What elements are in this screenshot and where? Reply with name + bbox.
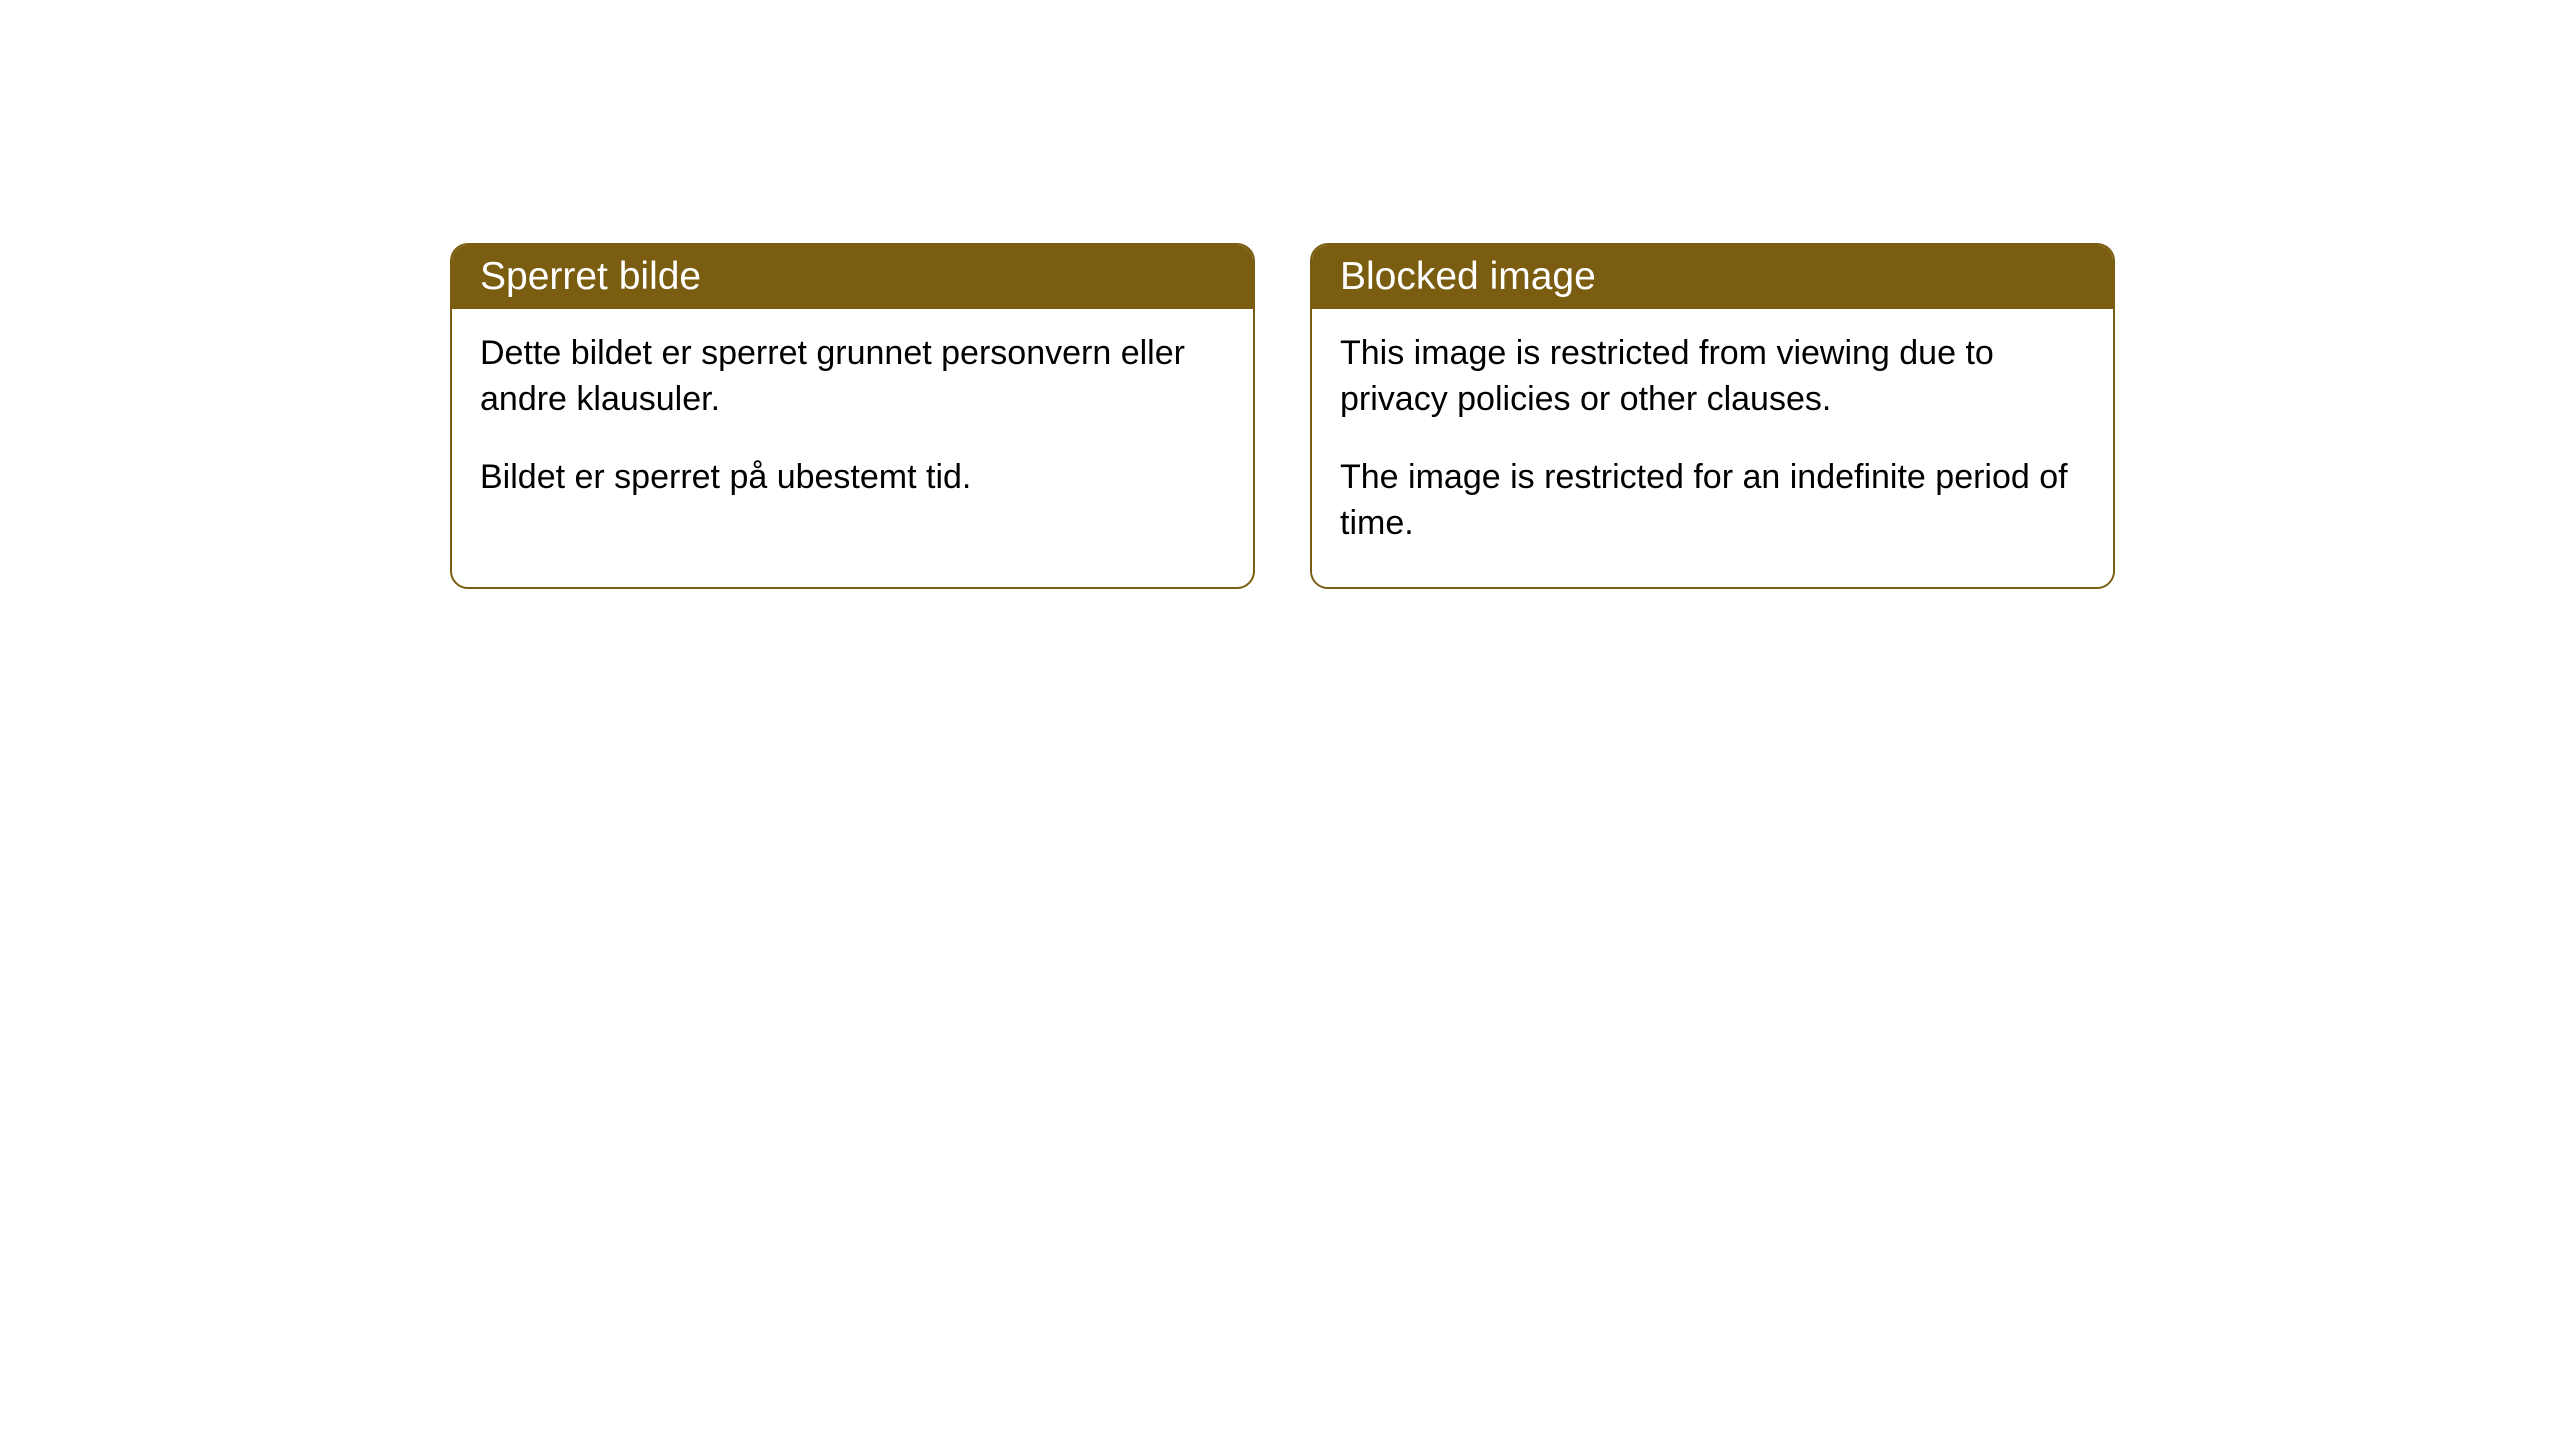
card-paragraph: Dette bildet er sperret grunnet personve… <box>480 331 1225 423</box>
card-paragraph: The image is restricted for an indefinit… <box>1340 455 2085 547</box>
card-body: Dette bildet er sperret grunnet personve… <box>452 309 1253 541</box>
card-title: Blocked image <box>1340 255 1596 298</box>
card-header: Sperret bilde <box>452 245 1253 309</box>
card-body: This image is restricted from viewing du… <box>1312 309 2113 587</box>
card-paragraph: Bildet er sperret på ubestemt tid. <box>480 455 1225 501</box>
card-header: Blocked image <box>1312 245 2113 309</box>
card-title: Sperret bilde <box>480 255 701 298</box>
notice-cards-container: Sperret bilde Dette bildet er sperret gr… <box>450 243 2115 589</box>
card-paragraph: This image is restricted from viewing du… <box>1340 331 2085 423</box>
notice-card-norwegian: Sperret bilde Dette bildet er sperret gr… <box>450 243 1255 589</box>
notice-card-english: Blocked image This image is restricted f… <box>1310 243 2115 589</box>
